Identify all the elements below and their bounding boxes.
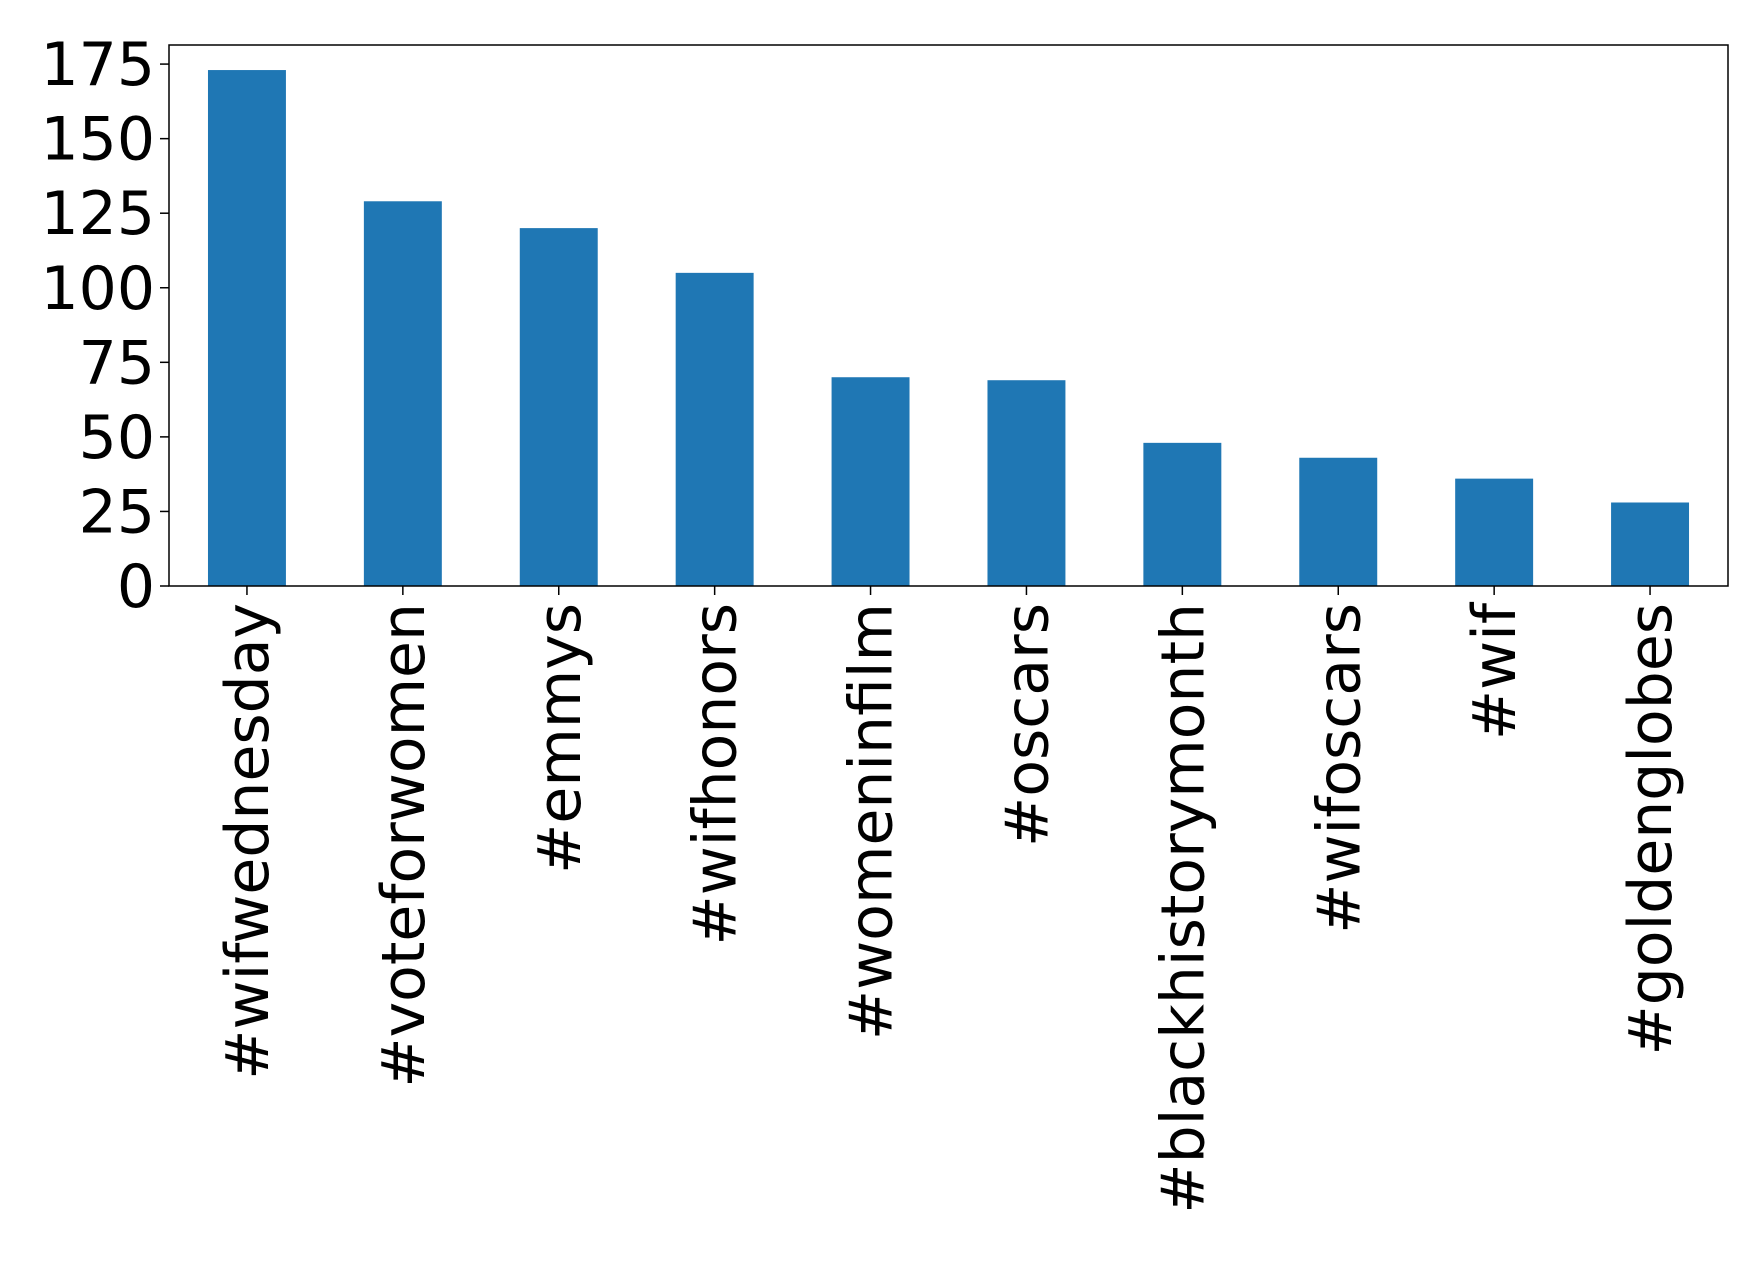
x-tick-label: #goldenglobes	[1616, 603, 1686, 1056]
y-tick-label: 50	[79, 403, 155, 473]
bar	[1455, 478, 1534, 586]
bar	[831, 377, 910, 586]
bar	[1143, 442, 1222, 586]
bar	[363, 201, 442, 586]
bar	[207, 70, 286, 586]
bar	[987, 380, 1066, 586]
x-tick-label: #emmys	[525, 603, 595, 874]
x-tick-label: #oscars	[992, 603, 1062, 847]
bar	[1611, 502, 1690, 586]
x-tick-label: #wif	[1460, 601, 1530, 740]
y-tick-label: 150	[40, 105, 155, 175]
axes-frame	[168, 44, 1729, 587]
y-tick-label: 175	[40, 30, 155, 100]
bar	[1299, 457, 1378, 586]
y-tick-label: 25	[79, 477, 155, 547]
x-tick-label: #wifhonors	[681, 603, 751, 946]
x-tick-label: #wifwednesday	[213, 603, 283, 1080]
x-tick-label: #womeninfilm	[837, 603, 907, 1040]
x-tick-label: #wifoscars	[1304, 603, 1374, 934]
y-tick-label: 100	[40, 254, 155, 324]
x-tick-label: #blackhistorymonth	[1148, 603, 1218, 1214]
bar	[519, 228, 598, 586]
y-tick-label: 0	[117, 552, 155, 622]
y-tick-label: 75	[79, 328, 155, 398]
x-tick-label: #voteforwomen	[369, 603, 439, 1088]
bar	[675, 272, 754, 586]
y-tick-label: 125	[40, 179, 155, 249]
